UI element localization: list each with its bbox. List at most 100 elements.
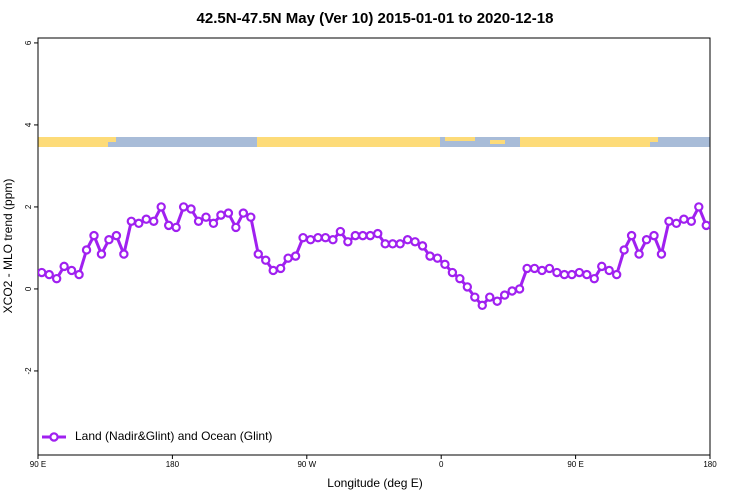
data-point — [574, 267, 585, 278]
data-point — [74, 269, 84, 280]
data-point — [507, 286, 517, 296]
data-point — [529, 263, 540, 274]
data-point — [328, 235, 338, 245]
data-point — [589, 273, 599, 284]
data-point — [537, 265, 547, 276]
data-point — [149, 216, 159, 226]
y-tick-label: 2 — [24, 204, 33, 209]
data-point — [44, 269, 54, 280]
legend-marker — [49, 432, 59, 442]
data-point — [223, 208, 234, 218]
data-point — [679, 214, 689, 224]
data-point — [611, 269, 622, 280]
x-tick-label: 90 E — [30, 460, 46, 469]
data-point — [358, 230, 368, 241]
data-point — [402, 235, 413, 245]
data-point — [395, 239, 405, 249]
data-point — [694, 202, 704, 212]
data-point — [619, 245, 629, 255]
data-point — [283, 253, 293, 263]
chart-title: 42.5N-47.5N May (Ver 10) 2015-01-01 to 2… — [197, 10, 554, 27]
data-point — [485, 292, 495, 302]
data-point — [634, 249, 644, 259]
data-point — [290, 251, 301, 261]
data-point — [417, 241, 428, 251]
data-point — [626, 230, 637, 241]
y-axis-label: XCO2 - MLO trend (ppm) — [1, 179, 15, 314]
y-tick-label: 6 — [24, 40, 33, 45]
data-point — [134, 218, 144, 229]
data-point — [447, 267, 458, 278]
data-point — [231, 222, 241, 233]
data-point — [567, 269, 577, 280]
data-point — [649, 230, 659, 241]
x-tick-label: 90 E — [567, 460, 583, 469]
data-point — [156, 202, 166, 212]
data-point — [522, 263, 532, 274]
data-point — [119, 249, 129, 259]
data-point — [597, 261, 607, 272]
data-point — [253, 249, 263, 259]
data-point — [664, 216, 674, 226]
data-point — [305, 235, 316, 245]
data-point — [238, 208, 249, 218]
data-point — [171, 222, 181, 233]
x-tick-label: 180 — [703, 460, 717, 469]
plot-frame — [37, 37, 711, 456]
data-point — [350, 230, 361, 241]
data-point — [193, 216, 204, 226]
x-axis-label: Longitude (deg E) — [327, 476, 422, 490]
land-ocean-strip — [38, 137, 710, 147]
data-point — [343, 237, 353, 247]
data-point — [492, 296, 502, 306]
data-point — [432, 253, 443, 263]
data-point — [656, 249, 667, 259]
x-tick-label: 180 — [166, 460, 180, 469]
data-point — [96, 249, 107, 259]
data-point — [313, 232, 323, 243]
data-point — [261, 255, 271, 265]
y-tick-label: 0 — [24, 286, 33, 291]
data-point — [514, 284, 525, 294]
y-tick-label: 4 — [24, 122, 33, 127]
data-point — [455, 273, 465, 284]
data-point — [111, 230, 122, 241]
data-point — [462, 282, 473, 292]
data-point — [470, 292, 480, 302]
data-point — [298, 232, 308, 243]
data-point — [59, 261, 69, 272]
data-point — [51, 273, 62, 284]
data-point — [216, 210, 226, 220]
data-point — [477, 300, 487, 311]
data-point — [246, 212, 256, 222]
data-point — [380, 239, 390, 249]
data-point — [641, 235, 652, 245]
data-point — [335, 226, 346, 237]
data-point — [425, 251, 435, 261]
data-point — [208, 218, 219, 229]
data-point — [38, 267, 47, 278]
data-point — [559, 269, 570, 280]
data-point — [552, 267, 562, 278]
data-point — [104, 235, 114, 245]
plot-area — [38, 202, 710, 311]
data-point — [178, 202, 189, 212]
data-point — [141, 214, 151, 224]
x-tick-label: 90 W — [297, 460, 316, 469]
data-point — [544, 263, 555, 274]
data-point — [201, 212, 211, 222]
data-point — [320, 232, 331, 243]
y-tick-label: -2 — [24, 367, 33, 375]
data-point — [126, 216, 137, 226]
data-point — [410, 237, 420, 247]
data-point — [604, 265, 614, 276]
data-point — [387, 239, 398, 249]
data-point — [440, 259, 450, 270]
data-point — [89, 230, 99, 241]
data-point — [582, 269, 592, 280]
data-point — [365, 230, 375, 241]
data-point — [686, 216, 697, 226]
data-point — [81, 245, 92, 255]
data-point — [268, 265, 278, 276]
